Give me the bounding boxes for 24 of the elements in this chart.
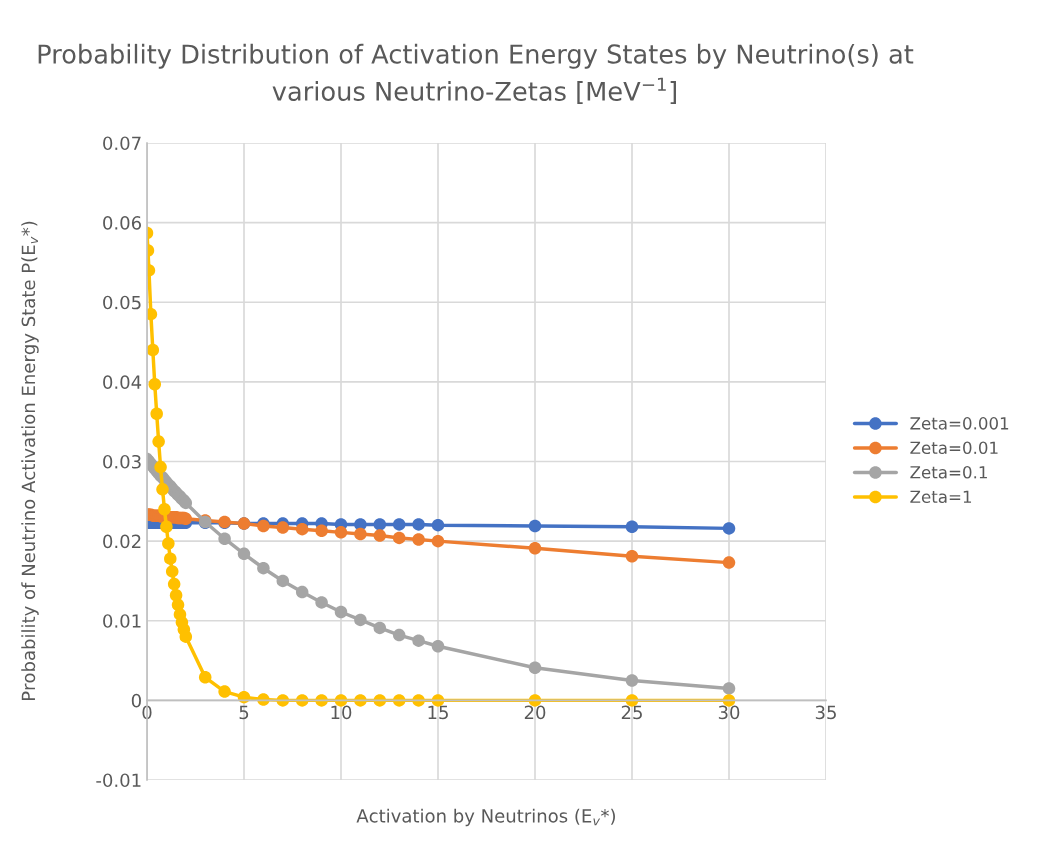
x-tick-label: 15 xyxy=(428,705,448,720)
x-tick-label: 5 xyxy=(239,705,249,720)
y-tick-label: 0.01 xyxy=(103,614,141,628)
y-tick-label: 0.07 xyxy=(103,136,141,151)
y-tick-label: 0 xyxy=(131,693,141,708)
y-tick-label: 0.03 xyxy=(103,454,141,469)
chart-title: Probability Distribution of Activation Energy States by Neutrino(s) at various Neutrino-Zetas [MeV$^{−1}$] xyxy=(38,43,914,105)
x-tick-label: 0 xyxy=(142,705,152,720)
x-tick-label: 20 xyxy=(524,705,546,720)
x-tick-label: 25 xyxy=(621,705,642,720)
x-tick-label: 10 xyxy=(331,705,352,720)
legend-label: Zeta=0.1 xyxy=(910,465,987,479)
x-tick-label: 35 xyxy=(815,705,836,720)
y-tick-label: 0.05 xyxy=(103,295,141,310)
y-tick-label: 0.02 xyxy=(103,534,141,549)
legend-label: Zeta=0.01 xyxy=(910,441,998,455)
y-tick-label: 0.06 xyxy=(103,216,141,230)
y-tick-label: 0.04 xyxy=(103,375,142,389)
x-tick-label: 30 xyxy=(718,705,740,720)
legend-label: Zeta=1 xyxy=(910,490,972,504)
y-tick-label: -0.01 xyxy=(96,773,141,788)
legend-label: Zeta=0.001 xyxy=(910,417,1009,430)
x-axis-title: Activation by Neutrinos (E$_{v}$*) xyxy=(356,808,615,827)
y-axis-title: Probability of Neutrino Activation Energy State P(E$_{v}$*) xyxy=(21,221,39,701)
